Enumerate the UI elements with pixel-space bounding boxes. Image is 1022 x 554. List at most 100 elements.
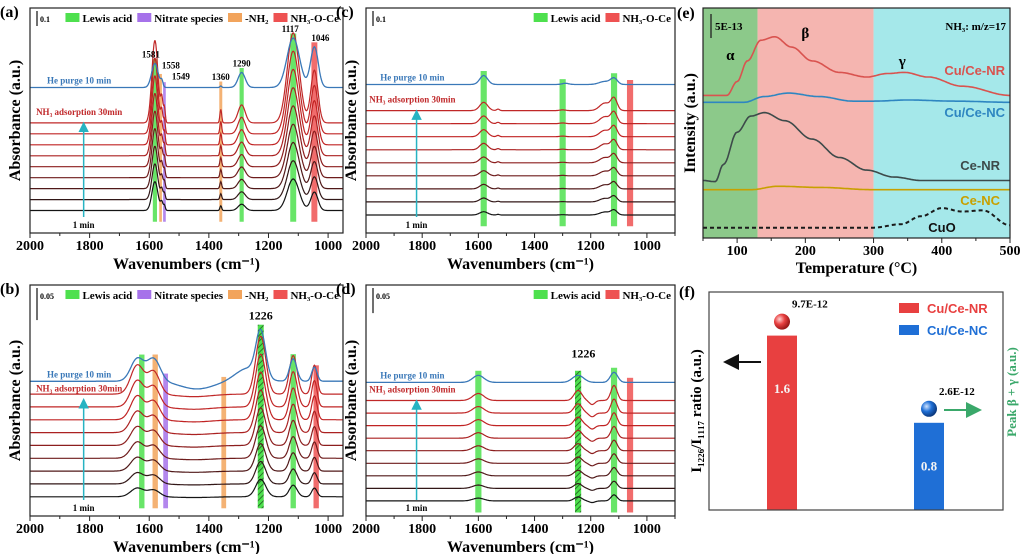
bar-cu-ce-nr	[767, 335, 797, 510]
ads-spectrum-trace	[30, 407, 343, 448]
band-nh2	[221, 376, 227, 509]
legend-label: Cu/Ce-NR	[927, 301, 988, 316]
ads-spectrum-trace	[366, 180, 675, 190]
region-label: α	[726, 48, 735, 64]
legend-label: NH₃-O-Ce	[290, 290, 339, 302]
panel-d: 2000 1800 1600 1400 1200 1000 Wavenumbers (cm⁻…	[336, 281, 676, 554]
x-tick-label: 1000	[314, 239, 342, 254]
ads-label: NH₃ adsorption 30min	[36, 383, 122, 393]
ads-spectrum-trace	[366, 209, 675, 216]
ads-spectrum-trace	[366, 480, 675, 491]
x-tick-label: 1800	[408, 239, 436, 254]
legend-label: NH₃-O-Ce	[290, 13, 339, 25]
x-tick-label: 1800	[76, 522, 104, 537]
series-line-cuo	[703, 207, 1010, 229]
x-tick-label: 200	[795, 244, 816, 259]
peak-label: 1117	[282, 24, 300, 34]
legend-swatch	[65, 13, 80, 22]
peak-label: 1226	[249, 308, 273, 322]
band-nh3oce	[313, 365, 319, 509]
x-axis-label: Wavenumbers (cm⁻¹)	[113, 256, 260, 273]
panel-label: (b)	[0, 281, 20, 298]
ads-spectrum-trace	[366, 494, 675, 504]
ads-spectrum-trace	[366, 152, 675, 164]
band-lewis	[290, 33, 297, 222]
purge-label: He purge 10 min	[47, 369, 111, 379]
x-tick-label: 1200	[577, 239, 605, 254]
region-alpha	[703, 8, 758, 238]
band-nh3oce	[311, 42, 318, 222]
legend-item-lewis: Lewis acid	[65, 13, 132, 25]
legend-item: Cu/Ce-NC	[899, 323, 988, 338]
y-axis-label: Absorbance (a.u.)	[7, 60, 24, 181]
legend-swatch	[899, 303, 919, 313]
ads-spectrum-trace	[30, 87, 343, 157]
legend-label: Lewis acid	[551, 290, 601, 302]
x-tick-label: 1600	[464, 239, 492, 254]
legend-swatch	[228, 290, 243, 299]
axes-frame	[708, 291, 1004, 511]
x-tick-label: 2000	[16, 522, 44, 537]
band-lewis	[239, 68, 244, 222]
scale-bar-label: 0.1	[40, 15, 50, 24]
x-axis-label: Wavenumbers (cm⁻¹)	[447, 256, 594, 273]
band-nh3oce	[626, 377, 634, 513]
ads-spectrum-trace	[30, 178, 343, 212]
start-time-label: 1 min	[73, 220, 95, 230]
x-tick-label: 1400	[195, 239, 223, 254]
panel-label: (a)	[0, 4, 19, 21]
ads-spectrum-trace	[30, 68, 343, 146]
ads-label: NH₃ adsorption 30min	[369, 95, 455, 105]
band-lewis	[559, 79, 566, 227]
axes-frame	[29, 7, 344, 234]
ads-spectrum-trace	[30, 443, 343, 473]
legend-swatch	[605, 13, 620, 22]
x-tick-label: 1200	[577, 522, 605, 537]
ads-spectrum-trace	[366, 398, 675, 418]
ads-spectrum-trace	[30, 389, 343, 436]
ads-spectrum-trace	[366, 467, 675, 479]
band-lewis	[610, 73, 618, 227]
start-time-label: 1 min	[73, 503, 95, 513]
x-tick-label: 1400	[521, 239, 549, 254]
ads-spectrum-trace	[366, 124, 675, 138]
band-lewis	[290, 354, 296, 509]
ads-spectrum-trace	[30, 460, 343, 486]
x-tick-label: 100	[727, 244, 748, 259]
axes-frame	[702, 7, 1011, 239]
secondary-value-label: 2.6E-12	[939, 386, 975, 398]
legend-swatch	[605, 290, 620, 299]
legend-item-nh3oce: NH₃-O-Ce	[605, 13, 671, 25]
x-tick-label: 1200	[254, 239, 282, 254]
peak-label: 1290	[233, 59, 252, 69]
legend-swatch	[228, 13, 243, 22]
legend-item-nh3oce: NH₃-O-Ce	[605, 290, 671, 302]
y-axis-label-right: Peak β + γ (a.u.)	[1004, 347, 1019, 437]
ads-spectrum-trace	[30, 123, 343, 179]
ads-label: NH₃ adsorption 30min	[36, 107, 122, 117]
series-line-ce-nc	[703, 185, 1010, 191]
legend-item-nh2: -NH₂	[228, 13, 269, 25]
ads-spectrum-trace	[30, 105, 343, 168]
series-label: Ce-NR	[960, 158, 1000, 173]
band-lewis	[480, 71, 487, 227]
purge-spectrum-trace	[366, 371, 675, 384]
ads-spectrum-trace	[366, 453, 675, 467]
legend-label: -NH₂	[245, 290, 269, 302]
ads-spectrum-trace	[30, 478, 343, 499]
start-time-label: 1 min	[406, 503, 428, 513]
purge-spectrum-trace	[30, 328, 343, 390]
ads-spectrum-trace	[30, 160, 343, 201]
scale-bar-label: 0.1	[376, 15, 386, 24]
legend-item-lewis: Lewis acid	[533, 290, 601, 302]
legend-item-nh3oce: NH₃-O-Ce	[273, 290, 339, 302]
peak-label: 1046	[311, 33, 330, 43]
panel-label: (c)	[336, 4, 354, 21]
legend-label: Lewis acid	[82, 290, 132, 302]
start-time-label: 1 min	[406, 220, 428, 230]
panel-label: (e)	[677, 5, 695, 22]
x-tick-label: 2000	[16, 239, 44, 254]
legend-swatch	[65, 290, 80, 299]
x-tick-label: 1000	[633, 239, 661, 254]
